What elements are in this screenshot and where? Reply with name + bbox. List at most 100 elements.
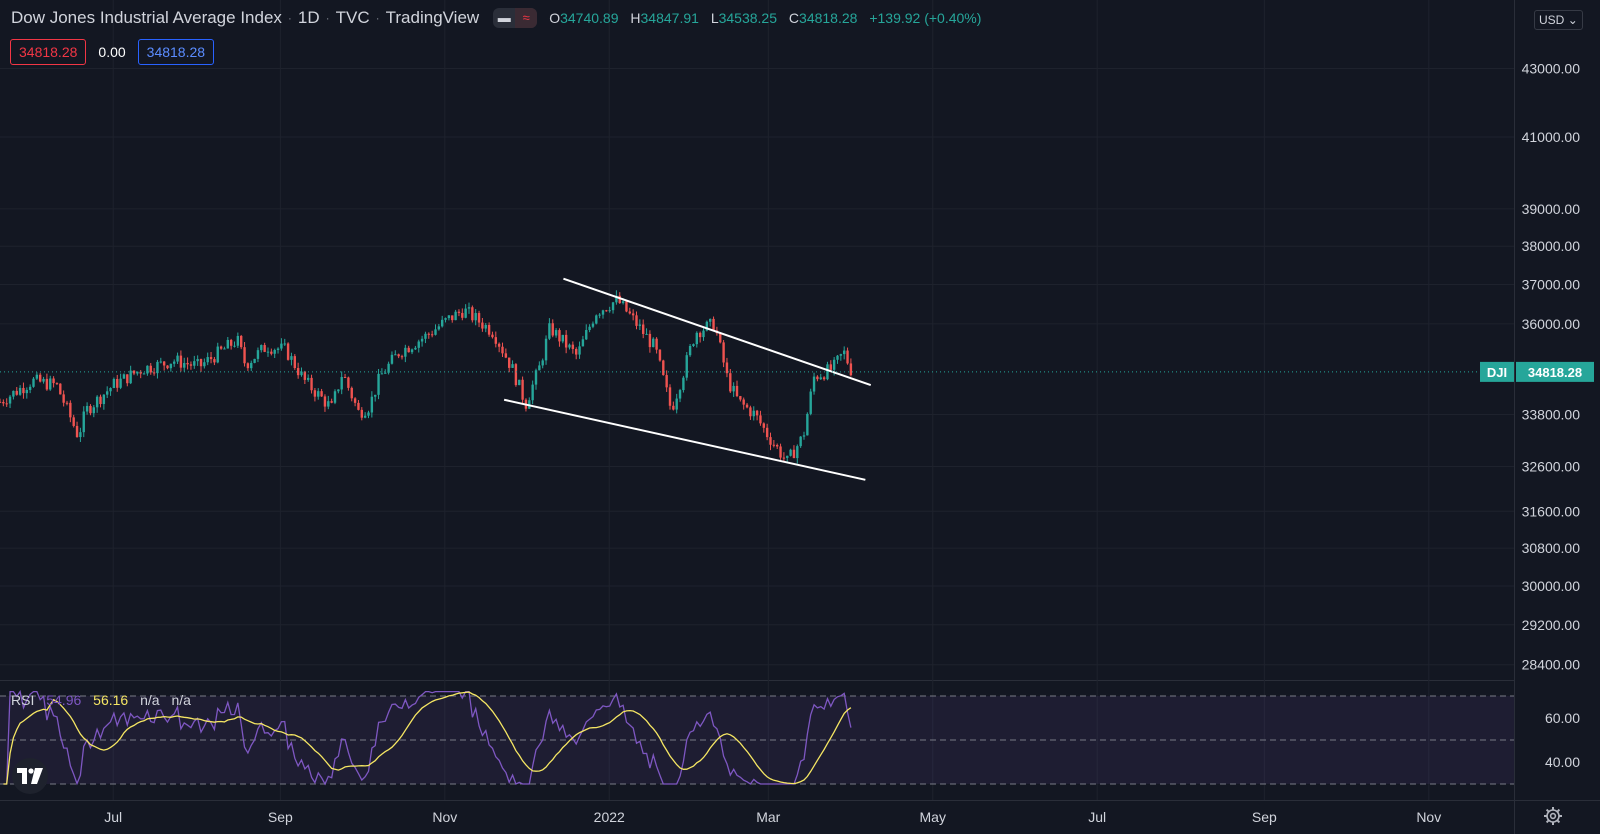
candle-body	[240, 335, 243, 348]
candle-body	[742, 399, 745, 405]
candle-body	[554, 330, 558, 336]
candle-body	[300, 371, 303, 376]
candle-body	[28, 386, 32, 390]
candle-body	[588, 326, 591, 331]
price-tick-label: 38000.00	[1522, 238, 1581, 254]
candle-body	[765, 427, 769, 438]
candle-body	[89, 405, 92, 414]
candle-body	[109, 388, 112, 392]
candle-body	[809, 391, 812, 414]
candle-body	[25, 389, 28, 394]
candle-body	[186, 362, 189, 365]
minus-icon[interactable]: ▬	[497, 10, 511, 25]
candle-body	[571, 344, 575, 349]
candle-body	[363, 415, 367, 418]
candle-body	[183, 362, 186, 368]
candle-body	[122, 374, 126, 379]
candle-body	[538, 365, 541, 371]
candle-body	[732, 385, 735, 392]
candle-body	[434, 329, 437, 335]
candle-body	[266, 351, 270, 353]
candle-body	[317, 391, 320, 397]
data-mode-toggle[interactable]: ▬ ≈	[493, 8, 538, 28]
chevron-down-icon: ⌄	[1567, 13, 1578, 27]
tradingview-logo-icon[interactable]	[12, 758, 48, 794]
candle-body	[307, 377, 310, 380]
candle-body	[280, 343, 283, 349]
candle-body	[645, 333, 648, 335]
candle-body	[52, 378, 55, 384]
candle-body	[142, 373, 146, 375]
candle-body	[722, 342, 725, 363]
candle-body	[832, 359, 836, 370]
gear-icon[interactable]	[1543, 806, 1563, 831]
rsi-ma-line	[3, 691, 852, 785]
spread-value: 0.00	[98, 44, 126, 60]
candle-body	[534, 370, 538, 385]
candle-body	[136, 371, 139, 374]
candle-body	[652, 338, 655, 348]
candle-body	[374, 394, 377, 397]
candle-body	[323, 396, 327, 407]
candle-body	[575, 348, 578, 355]
candle-body	[487, 324, 491, 335]
candle-body	[132, 370, 136, 374]
candle-body	[461, 312, 464, 318]
candle-body	[675, 398, 678, 410]
candle-body	[394, 354, 397, 356]
candle-body	[769, 437, 772, 445]
candle-body	[799, 436, 802, 447]
candle-body	[508, 357, 511, 368]
candle-body	[662, 360, 665, 376]
candle-body	[360, 409, 363, 418]
wave-icon[interactable]: ≈	[515, 8, 538, 28]
candle-body	[839, 354, 843, 356]
candle-body	[618, 295, 621, 304]
rsi-na-1: n/a	[140, 692, 160, 708]
high-key: H	[630, 10, 641, 26]
candle-body	[273, 349, 276, 354]
candle-body	[156, 361, 159, 374]
candle-body	[243, 347, 246, 364]
price-tick-label: 29200.00	[1522, 617, 1581, 633]
price-tick-label: 36000.00	[1522, 316, 1581, 332]
buy-button[interactable]: 34818.28	[137, 39, 215, 65]
candle-body	[698, 332, 702, 338]
currency-dropdown[interactable]: USD ⌄	[1534, 10, 1583, 30]
candle-body	[695, 332, 698, 345]
interval-label[interactable]: 1D	[297, 8, 320, 27]
sell-button[interactable]: 34818.28	[10, 39, 87, 65]
candle-body	[152, 372, 156, 374]
candle-body	[514, 364, 518, 386]
candle-body	[745, 404, 749, 408]
candle-body	[464, 308, 467, 318]
candle-body	[263, 345, 266, 352]
rsi-label[interactable]: RSI	[11, 692, 35, 708]
candle-body	[92, 407, 95, 414]
rsi-band-fill	[0, 696, 1514, 784]
candle-body	[601, 310, 605, 315]
candle-body	[199, 359, 203, 367]
candle-body	[581, 339, 585, 347]
candle-body	[407, 347, 410, 353]
candle-body	[712, 318, 715, 331]
candle-body	[380, 373, 384, 375]
candle-body	[501, 346, 504, 354]
candle-body	[481, 322, 484, 329]
candle-body	[270, 351, 273, 354]
candle-body	[42, 378, 45, 382]
open-value: 34740.89	[560, 10, 619, 26]
candle-body	[719, 333, 722, 343]
candle-body	[474, 313, 477, 321]
time-tick-label: Mar	[756, 809, 780, 825]
candle-body	[333, 391, 337, 403]
candle-body	[792, 449, 796, 459]
candle-body	[69, 402, 72, 418]
candle-body	[79, 432, 82, 438]
time-tick-label: Nov	[432, 809, 457, 825]
candle-body	[353, 398, 357, 403]
symbol-title[interactable]: Dow Jones Industrial Average Index	[11, 8, 282, 27]
candle-body	[796, 446, 799, 459]
candle-body	[665, 375, 668, 388]
